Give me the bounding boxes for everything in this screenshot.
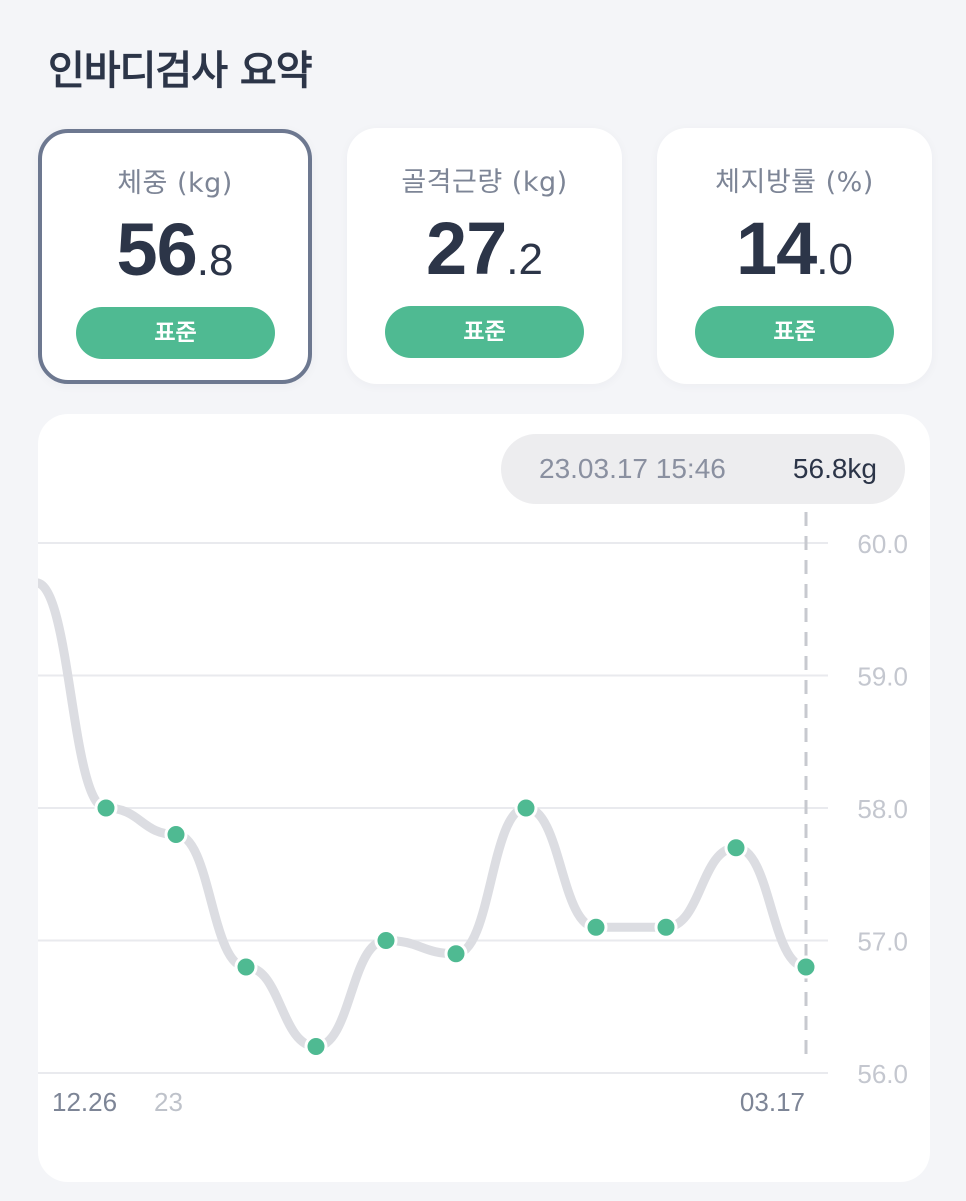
tooltip-value: 56.8kg: [792, 453, 877, 484]
x-tick-label: 12.26: [52, 1087, 117, 1117]
x-tick-label: 03.17: [740, 1087, 805, 1117]
y-tick-label: 57.0: [857, 927, 908, 957]
data-point[interactable]: [304, 1035, 328, 1058]
muscle-value: 27.2: [347, 206, 622, 291]
body-fat-status-badge: 표준: [695, 306, 894, 358]
body-fat-value-int: 14: [735, 207, 817, 290]
data-point[interactable]: [724, 836, 748, 860]
weight-value-dec: .8: [196, 236, 234, 285]
data-point[interactable]: [584, 915, 608, 939]
body-fat-value: 14.0: [657, 206, 932, 291]
weight-value-int: 56: [116, 208, 197, 291]
weight-label: 체중 (kg): [117, 168, 233, 199]
chart-tooltip: 23.03.17 15:46 56.8kg: [501, 434, 905, 504]
data-point[interactable]: [164, 823, 188, 846]
muscle-value-dec: .2: [506, 235, 543, 284]
body-fat-card[interactable]: 체지방률 (%) 14.0 표준: [657, 128, 932, 384]
y-tick-label: 59.0: [857, 662, 908, 692]
weight-series-line: [38, 578, 811, 1052]
data-point[interactable]: [234, 955, 258, 979]
weight-value: 56.8: [42, 207, 308, 292]
data-point[interactable]: [654, 915, 678, 939]
y-tick-label: 60.0: [857, 529, 908, 559]
weight-card[interactable]: 체중 (kg) 56.8 표준: [38, 129, 312, 384]
muscle-status-badge: 표준: [385, 306, 584, 358]
body-fat-label: 체지방률 (%): [715, 167, 874, 198]
weight-line-chart[interactable]: 60.0 59.0 58.0 57.0 56.0 12.26 23 03.17: [38, 414, 930, 1182]
body-fat-value-dec: .0: [816, 235, 853, 284]
data-point[interactable]: [514, 796, 538, 820]
page-title: 인바디검사 요약: [48, 48, 313, 94]
data-point[interactable]: [374, 929, 398, 952]
data-point[interactable]: [794, 955, 818, 979]
y-tick-label: 58.0: [857, 794, 908, 824]
muscle-value-int: 27: [425, 207, 507, 290]
tooltip-datetime: 23.03.17 15:46: [539, 453, 726, 484]
data-point[interactable]: [94, 796, 118, 820]
muscle-label: 골격근량 (kg): [401, 167, 568, 198]
weight-status-badge: 표준: [76, 307, 275, 359]
weight-chart-card[interactable]: 60.0 59.0 58.0 57.0 56.0 12.26 23 03.17 23.03.1…: [38, 414, 930, 1182]
y-tick-label: 56.0: [857, 1059, 908, 1089]
x-tick-label: 23: [154, 1087, 183, 1117]
data-point[interactable]: [444, 942, 468, 966]
muscle-card[interactable]: 골격근량 (kg) 27.2 표준: [347, 128, 622, 384]
